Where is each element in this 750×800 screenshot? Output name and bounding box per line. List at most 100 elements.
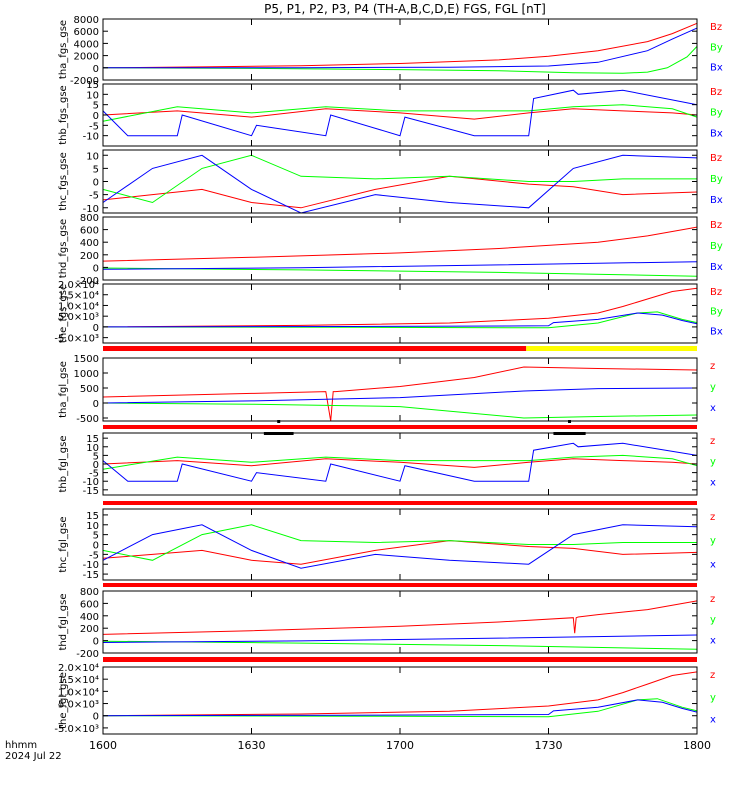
series-thc-fgs-Bz [102,175,698,209]
series-the-fgs-By [102,311,698,329]
series-the-fgs-Bx [102,312,698,328]
x-tick-label: 1700 [386,739,414,752]
y-tick-label: 10 [86,151,99,162]
y-tick-label: 4000 [74,39,99,50]
series-the-fgl-x [102,699,698,717]
legend-x: x [710,715,716,726]
legend-By: By [710,174,723,185]
y-tick-label: 1500 [74,354,99,365]
footer-hhmm: hhmm [5,740,37,751]
y-tick-label: -15 [83,570,99,581]
series-tha-fgs-By [102,46,698,74]
panel-frame [102,357,698,422]
x-tick-label: 1600 [89,739,117,752]
y-tick-label: 500 [80,384,99,395]
y-axis-label: tha_fgl_gse [58,361,69,418]
legend-Bz: Bz [710,220,722,231]
panel-frame [102,590,698,654]
y-tick-label: 0 [93,637,99,648]
y-tick-label: 5.0×10³ [58,700,99,711]
series-thd-fgl-z [102,600,698,635]
y-tick-label: -5 [89,121,99,132]
panel-frame [102,432,698,496]
legend-Bz: Bz [710,87,722,98]
y-axis-label: thb_fgs_gse [58,85,69,144]
series-thd-fgs-Bz [102,226,698,262]
legend-Bx: Bx [710,326,723,337]
legend-Bx: Bx [710,128,723,139]
y-tick-label: 800 [80,213,99,224]
y-axis-label: thc_fgs_gse [58,152,69,211]
y-tick-label: 800 [80,587,99,598]
series-thd-fgs-Bx [102,261,698,270]
mode-bar-segment [103,583,697,587]
y-tick-label: 600 [80,599,99,610]
y-tick-label: -10 [83,560,99,571]
legend-Bx: Bx [710,195,723,206]
legend-z: z [710,594,715,605]
legend-y: y [710,382,716,393]
y-tick-label: 400 [80,612,99,623]
y-tick-label: 1.5×10⁴ [58,675,99,686]
legend-y: y [710,692,716,703]
legend-x: x [710,403,716,414]
y-tick-label: 5 [93,164,99,175]
y-axis-label: the_fgl_gse [58,672,69,729]
panel-frame [102,508,698,581]
y-tick-label: 10 [86,521,99,532]
y-tick-label: 1.0×10⁴ [58,301,99,312]
panel-thc-fgs: -10 -5 0 5 10 thc_fgs_gse Bz By Bx [58,149,723,215]
legend-x: x [710,635,716,646]
y-tick-label: 600 [80,226,99,237]
y-tick-label: 1000 [74,369,99,380]
legend-Bx: Bx [710,63,723,74]
legend-y: y [710,536,716,547]
y-tick-label: 1.0×10⁴ [58,687,99,698]
y-axis-label: thd_fgl_gse [58,594,69,651]
y-tick-label: 5 [93,451,99,462]
legend-x: x [710,559,716,570]
y-tick-label: -200 [76,276,99,287]
y-tick-label: 10 [86,90,99,101]
y-tick-label: 15 [86,511,99,522]
legend-z: z [710,436,715,447]
legend-By: By [710,241,723,252]
y-tick-label: 2000 [74,52,99,63]
y-tick-label: -200 [76,649,99,660]
y-tick-label: 0 [93,64,99,75]
series-thb-fgs-By [102,104,698,122]
panel-the-fgs: -5.0×10³05.0×10³1.0×10⁴1.5×10⁴2.0×10⁴the… [54,280,722,345]
legend-Bz: Bz [710,153,722,164]
y-tick-label: -15 [83,486,99,497]
y-axis-label: thd_fgs_gse [58,219,69,278]
legend-z: z [710,512,715,523]
series-thc-fgl-z [102,540,698,565]
y-tick-label: 6000 [74,27,99,38]
series-thc-fgs-By [102,154,697,204]
panel-frame [102,666,698,735]
y-tick-label: -10 [83,477,99,488]
mode-bar-segment [103,501,697,505]
y-tick-label: -5 [89,550,99,561]
panel-frame [102,83,698,147]
y-tick-label: -5 [89,469,99,480]
series-tha-fgl-x [102,387,698,404]
panel-frame [102,283,698,344]
legend-y: y [710,457,716,468]
panel-tha-fgl: -500 0 500 1000 1500 tha_fgl_gse zyx [58,354,716,425]
series-thc-fgl-y [102,524,697,561]
event-mark [553,432,586,435]
y-tick-label: -10 [83,132,99,143]
mode-bar-segment [103,425,697,429]
series-the-fgl-z [102,671,698,717]
legend-y: y [710,615,716,626]
y-tick-label: 200 [80,624,99,635]
y-tick-label: 0 [93,178,99,189]
